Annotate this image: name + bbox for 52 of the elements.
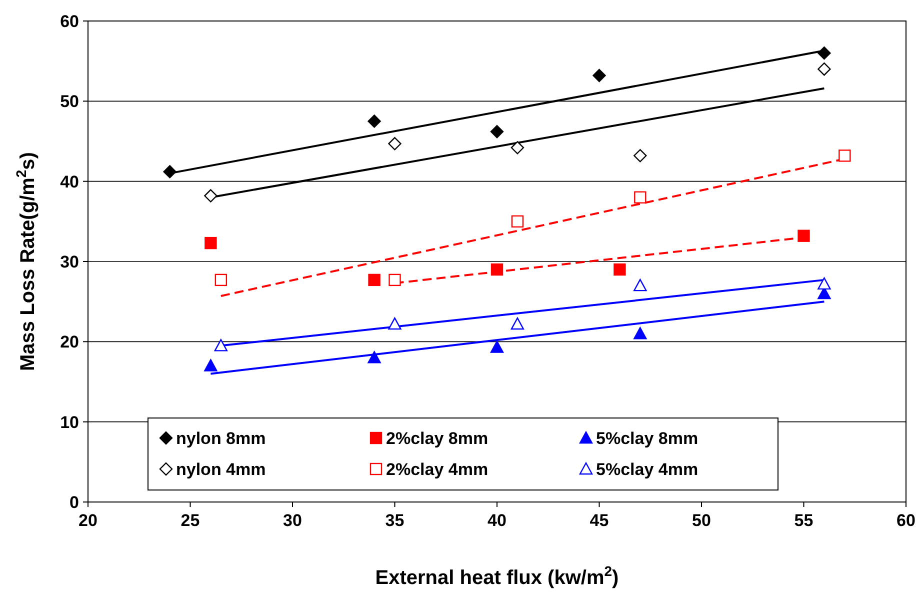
- point: [634, 149, 647, 162]
- x-tick-label: 55: [794, 511, 814, 530]
- x-tick-label: 20: [78, 511, 98, 530]
- point: [510, 317, 524, 330]
- point: [511, 215, 524, 228]
- y-tick-label: 20: [60, 332, 79, 352]
- point: [368, 114, 381, 128]
- point: [388, 137, 402, 150]
- point: [204, 189, 218, 202]
- x-tick-label: 50: [692, 511, 711, 530]
- x-tick-label: 25: [180, 511, 200, 530]
- point: [510, 141, 524, 154]
- x-tick-label: 45: [590, 511, 609, 530]
- legend-label: nylon 8mm: [176, 428, 266, 448]
- y-tick-label: 10: [60, 412, 79, 432]
- point: [214, 274, 228, 286]
- legend-label: 2%clay 8mm: [386, 428, 488, 448]
- x-tick-label: 60: [896, 511, 916, 530]
- point: [490, 263, 504, 276]
- y-tick-label: 50: [60, 92, 79, 112]
- y-tick-label: 30: [60, 252, 79, 272]
- point: [614, 263, 626, 276]
- point: [634, 278, 647, 292]
- x-tick-label: 35: [385, 511, 404, 530]
- y-tick-label: 40: [60, 172, 79, 192]
- legend-label: nylon 4mm: [176, 460, 266, 479]
- x-axis-title: External heat flux (kw/m$^{2}$): [375, 563, 619, 589]
- point: [204, 359, 218, 372]
- point: [634, 327, 647, 340]
- point: [490, 125, 504, 138]
- point: [214, 339, 228, 352]
- point: [388, 317, 402, 330]
- x-tick-label: 30: [283, 511, 302, 530]
- point: [388, 274, 401, 286]
- point: [368, 274, 380, 286]
- point: [368, 351, 381, 364]
- y-tick-label: 0: [70, 492, 79, 512]
- point: [818, 46, 831, 60]
- point: [204, 236, 217, 250]
- point: [634, 191, 646, 204]
- point: [592, 68, 606, 82]
- point: [838, 150, 851, 162]
- point: [818, 277, 831, 290]
- point: [818, 62, 831, 76]
- point: [163, 165, 176, 178]
- x-tick-label: 40: [488, 511, 506, 530]
- legend-label: 5%clay 8mm: [596, 428, 698, 448]
- legend-label: 2%clay 4mm: [386, 460, 488, 479]
- legend-label: 5%clay 4mm: [596, 460, 698, 479]
- point: [490, 340, 504, 353]
- y-tick-label: 60: [60, 12, 79, 31]
- point: [798, 230, 810, 242]
